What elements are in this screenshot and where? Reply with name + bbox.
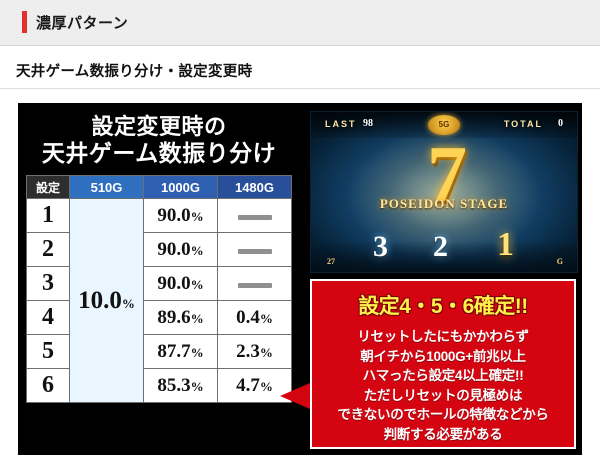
section-divider bbox=[0, 88, 600, 89]
row-setting-1: 1 bbox=[26, 198, 70, 234]
callout-line-4: ただしリセットの見極めは bbox=[363, 387, 523, 403]
art-last-value: 98 bbox=[363, 118, 373, 129]
row6-1480g-sign: % bbox=[259, 378, 273, 394]
distribution-table: 設定 510G 1000G 1480G 1 10.0% 90.0% bbox=[26, 175, 292, 404]
row-setting-3: 3 bbox=[26, 266, 70, 302]
row3-1000g-sign: % bbox=[190, 276, 204, 292]
table-title-line1: 設定変更時の bbox=[91, 114, 227, 139]
row5-1000g-value: 87.7 bbox=[157, 340, 191, 362]
table-row: 3 90.0% bbox=[26, 266, 292, 302]
row5-1000g-sign: % bbox=[190, 344, 204, 360]
row1-1480g bbox=[217, 198, 292, 234]
merged-510g-cell: 10.0% bbox=[69, 198, 144, 404]
art-reel-2: 2 bbox=[433, 230, 448, 263]
row4-1480g-value: 0.4 bbox=[236, 306, 260, 328]
art-stage-name: POSEIDON STAGE bbox=[379, 196, 509, 211]
row5-1480g-sign: % bbox=[259, 344, 273, 360]
row5-1480g: 2.3% bbox=[217, 334, 292, 370]
row2-1480g bbox=[217, 232, 292, 268]
table-row: 5 87.7% 2.3% bbox=[26, 334, 292, 370]
art-total-label: TOTAL bbox=[503, 119, 543, 129]
art-badge: 5G bbox=[428, 115, 460, 135]
callout-line-1: リセットしたにもかかわらず bbox=[357, 329, 529, 344]
header-bar: 濃厚パターン bbox=[0, 0, 600, 46]
table-header-row: 設定 510G 1000G 1480G bbox=[26, 175, 292, 200]
art-reel-1: 1 bbox=[497, 226, 514, 263]
game-screen-image: LAST 98 TOTAL 0 5G 7 POSEIDON STAGE 27 3… bbox=[310, 111, 578, 273]
callout-title: 設定4・5・6確定!! bbox=[358, 295, 528, 318]
table-header-setting: 設定 bbox=[26, 175, 70, 200]
merged-510g-sign: % bbox=[121, 295, 135, 311]
art-total-value: 0 bbox=[558, 118, 563, 129]
merged-510g-value: 10.0 bbox=[78, 286, 122, 314]
callout-line-2: 朝イチから1000G+前兆以上 bbox=[360, 348, 526, 364]
art-small-right: G bbox=[556, 257, 563, 266]
seven-symbol-icon: 7 bbox=[427, 131, 467, 219]
art-small-left: 27 bbox=[327, 257, 335, 266]
row-setting-4: 4 bbox=[26, 300, 70, 336]
row-setting-5: 5 bbox=[26, 334, 70, 370]
page-title: 濃厚パターン bbox=[36, 14, 129, 32]
content-panel: 設定変更時の 天井ゲーム数振り分け 設定 510G 1000G 1480G 1 … bbox=[18, 103, 582, 455]
callout-line-6: 判断する必要がある bbox=[383, 426, 503, 442]
callout-line-5: できないのでホールの特徴などから bbox=[337, 407, 549, 423]
header-inner: 濃厚パターン bbox=[22, 11, 128, 33]
table-title: 設定変更時の 天井ゲーム数振り分け bbox=[24, 108, 294, 167]
row2-1000g: 90.0% bbox=[143, 232, 218, 268]
table-row: 1 10.0% 90.0% bbox=[26, 198, 292, 404]
row4-1000g: 89.6% bbox=[143, 300, 218, 336]
callout-body: リセットしたにもかかわらず 朝イチから1000G+前兆以上 ハマったら設定4以上… bbox=[312, 327, 574, 444]
art-reel-3: 3 bbox=[373, 230, 388, 263]
callout-line-3: ハマったら設定4以上確定!! bbox=[362, 368, 524, 384]
row1-1000g: 90.0% bbox=[143, 198, 218, 234]
table-row: 2 90.0% bbox=[26, 232, 292, 268]
distribution-table-block: 設定変更時の 天井ゲーム数振り分け 設定 510G 1000G 1480G 1 … bbox=[24, 108, 294, 450]
row4-1480g: 0.4% bbox=[217, 300, 292, 336]
callout-box: 設定4・5・6確定!! リセットしたにもかかわらず 朝イチから1000G+前兆以… bbox=[310, 279, 576, 449]
dash-icon bbox=[237, 248, 272, 254]
table-header-1480g: 1480G bbox=[217, 175, 292, 200]
dash-icon bbox=[237, 214, 272, 220]
table-row: 4 89.6% 0.4% bbox=[26, 300, 292, 336]
table-header-1000g: 1000G bbox=[143, 175, 218, 200]
row6-1000g-value: 85.3 bbox=[157, 374, 191, 396]
art-bottom-bar bbox=[311, 242, 577, 272]
art-glow bbox=[349, 130, 539, 261]
callout-arrow-icon bbox=[280, 383, 310, 409]
art-last-label: LAST bbox=[325, 119, 357, 129]
row-setting-6: 6 bbox=[26, 368, 70, 404]
row2-1000g-value: 90.0 bbox=[157, 238, 191, 260]
dash-icon bbox=[237, 282, 272, 288]
row3-1480g bbox=[217, 266, 292, 302]
row6-1000g: 85.3% bbox=[143, 368, 218, 404]
table-row: 6 85.3% 4.7% bbox=[26, 368, 292, 404]
row6-1480g: 4.7% bbox=[217, 368, 292, 404]
row6-1480g-value: 4.7 bbox=[236, 374, 260, 396]
header-accent-bar bbox=[22, 11, 27, 33]
row4-1480g-sign: % bbox=[259, 310, 273, 326]
row4-1000g-value: 89.6 bbox=[157, 306, 191, 328]
row1-1000g-sign: % bbox=[190, 208, 204, 224]
row2-1000g-sign: % bbox=[190, 242, 204, 258]
row3-1000g-value: 90.0 bbox=[157, 272, 191, 294]
row4-1000g-sign: % bbox=[190, 310, 204, 326]
table-title-line2: 天井ゲーム数振り分け bbox=[41, 139, 277, 166]
row6-1000g-sign: % bbox=[190, 378, 204, 394]
row3-1000g: 90.0% bbox=[143, 266, 218, 302]
section-heading: 天井ゲーム数振り分け・設定変更時 bbox=[16, 64, 253, 80]
row5-1480g-value: 2.3 bbox=[236, 340, 260, 362]
table-header-510g: 510G bbox=[69, 175, 144, 200]
row5-1000g: 87.7% bbox=[143, 334, 218, 370]
row-setting-2: 2 bbox=[26, 232, 70, 268]
row1-1000g-value: 90.0 bbox=[157, 204, 191, 226]
